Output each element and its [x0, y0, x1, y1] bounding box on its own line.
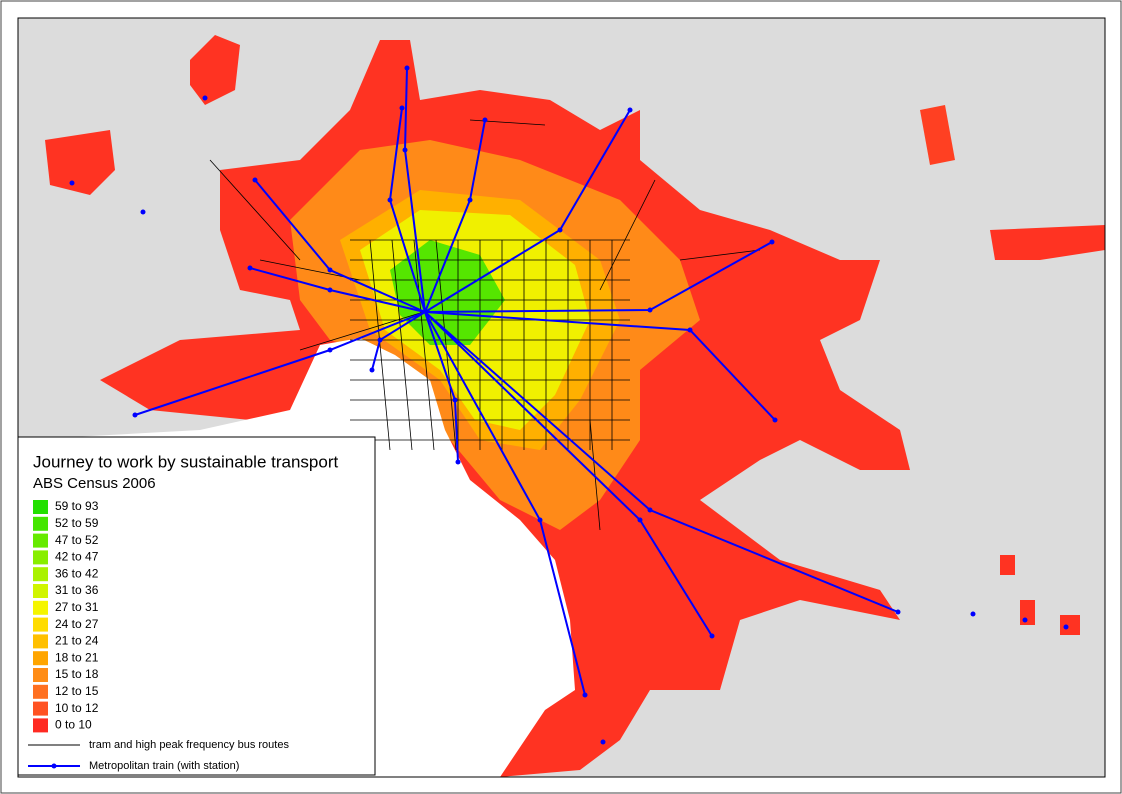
legend-label: Metropolitan train (with station): [89, 760, 239, 772]
tram-route: [369, 239, 391, 451]
legend-swatch: [33, 651, 48, 666]
legend-swatch: [33, 600, 48, 615]
legend-label: tram and high peak frequency bus routes: [89, 739, 289, 751]
station: [687, 327, 693, 333]
station: [467, 197, 473, 203]
legend-swatch: [33, 634, 48, 649]
station: [202, 95, 208, 101]
station: [895, 609, 901, 615]
legend-swatch: [33, 718, 48, 733]
station: [482, 117, 488, 123]
legend-box: [17, 436, 376, 776]
legend: Journey to work by sustainable transport…: [17, 436, 376, 776]
legend-label: 27 to 31: [55, 600, 99, 614]
station: [377, 337, 383, 343]
suburb: [1000, 555, 1080, 635]
legend-label: 52 to 59: [55, 516, 99, 530]
legend-swatch: [33, 584, 48, 598]
legend-label: 31 to 36: [55, 583, 99, 597]
station: [627, 107, 633, 113]
legend-label: 0 to 10: [55, 718, 92, 732]
tram-route: [469, 119, 546, 126]
tram-route: [599, 179, 656, 291]
legend-swatch: [33, 684, 48, 699]
station: [455, 459, 461, 465]
station: [132, 412, 138, 418]
station: [369, 367, 375, 373]
legend-label: 42 to 47: [55, 550, 99, 564]
station: [637, 517, 643, 523]
suburb: [190, 35, 240, 105]
legend-label: 10 to 12: [55, 701, 99, 715]
tram-route: [299, 309, 431, 351]
legend-subtitle: ABS Census 2006: [33, 475, 156, 492]
legend-label: 36 to 42: [55, 566, 99, 580]
map-frame: [17, 17, 1106, 778]
tram-route: [679, 249, 761, 261]
legend-swatch: [33, 668, 48, 682]
tram-route: [413, 239, 435, 451]
station: [327, 267, 333, 273]
station: [582, 692, 588, 698]
legend-label: 18 to 21: [55, 650, 99, 664]
station: [647, 507, 653, 513]
station: [772, 417, 778, 423]
station: [970, 611, 976, 617]
station: [327, 347, 333, 353]
station: [600, 739, 606, 745]
legend-swatch: [33, 617, 48, 632]
station: [452, 397, 458, 403]
station: [252, 177, 258, 183]
station: [557, 227, 563, 233]
station: [327, 287, 333, 293]
legend-label: 21 to 24: [55, 634, 99, 648]
station: [402, 147, 408, 153]
station: [404, 65, 410, 71]
legend-label: 12 to 15: [55, 684, 99, 698]
station: [69, 180, 75, 186]
legend-title: Journey to work by sustainable transport: [33, 452, 338, 471]
station: [247, 265, 253, 271]
suburb: [990, 225, 1105, 260]
legend-swatch: [33, 500, 48, 514]
suburb: [45, 130, 115, 195]
suburb: [920, 105, 955, 165]
station: [647, 307, 653, 313]
legend-label: 15 to 18: [55, 667, 99, 681]
station: [709, 633, 715, 639]
tram-route: [209, 159, 301, 261]
station: [769, 239, 775, 245]
legend-label: 24 to 27: [55, 617, 99, 631]
station: [387, 197, 393, 203]
station: [1063, 624, 1069, 630]
legend-label: 47 to 52: [55, 533, 99, 547]
station: [140, 209, 146, 215]
station: [399, 105, 405, 111]
legend-label: 59 to 93: [55, 499, 99, 513]
legend-station: [51, 763, 57, 769]
routes: [69, 65, 1069, 745]
station: [1022, 617, 1028, 623]
tram-route: [589, 419, 601, 531]
legend-swatch: [33, 701, 48, 716]
legend-swatch: [33, 516, 48, 531]
legend-swatch: [33, 567, 48, 582]
legend-swatch: [33, 533, 48, 548]
tram-route: [391, 239, 413, 451]
station: [537, 517, 543, 523]
legend-swatch: [33, 550, 48, 565]
